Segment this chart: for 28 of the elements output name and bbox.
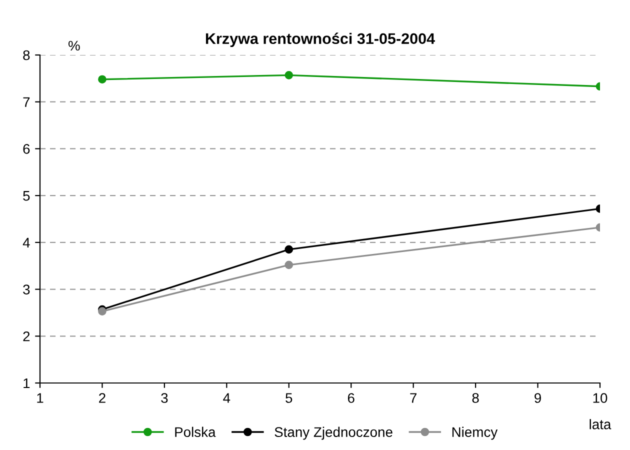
x-tick-label: 10	[593, 393, 608, 403]
x-tick-label: 3	[161, 393, 168, 403]
y-tick-label: 4	[22, 238, 30, 248]
legend-label: Niemcy	[452, 426, 498, 440]
point	[284, 245, 294, 254]
y-axis-title: %	[68, 40, 80, 51]
y-tick-label: 3	[23, 284, 30, 294]
x-tick-label: 5	[286, 393, 292, 403]
y-tick-label: 8	[23, 50, 30, 60]
x-tick-label: 2	[99, 393, 106, 403]
x-tick-label: 4	[223, 393, 230, 403]
legend-label: Stany Zjednoczone	[274, 426, 392, 440]
y-tick-label: 7	[23, 97, 30, 107]
y-tick-label: 1	[24, 378, 30, 388]
x-tick-label: 9	[534, 393, 541, 403]
legend-label: Polska	[175, 426, 216, 438]
point	[98, 75, 106, 84]
x-tick-label: 8	[472, 393, 479, 403]
x-axis-title: lata	[590, 419, 612, 430]
point	[284, 70, 294, 80]
y-tick-label: 6	[23, 144, 30, 154]
chart-title: Krzywa rentowności 31-05-2004	[206, 32, 435, 48]
point	[284, 260, 294, 270]
x-tick-label: 6	[348, 393, 354, 403]
x-tick-label: 1	[37, 393, 44, 403]
y-tick-label: 5	[23, 191, 30, 201]
y-tick-label: 2	[23, 331, 30, 342]
x-tick-label: 7	[410, 393, 416, 403]
